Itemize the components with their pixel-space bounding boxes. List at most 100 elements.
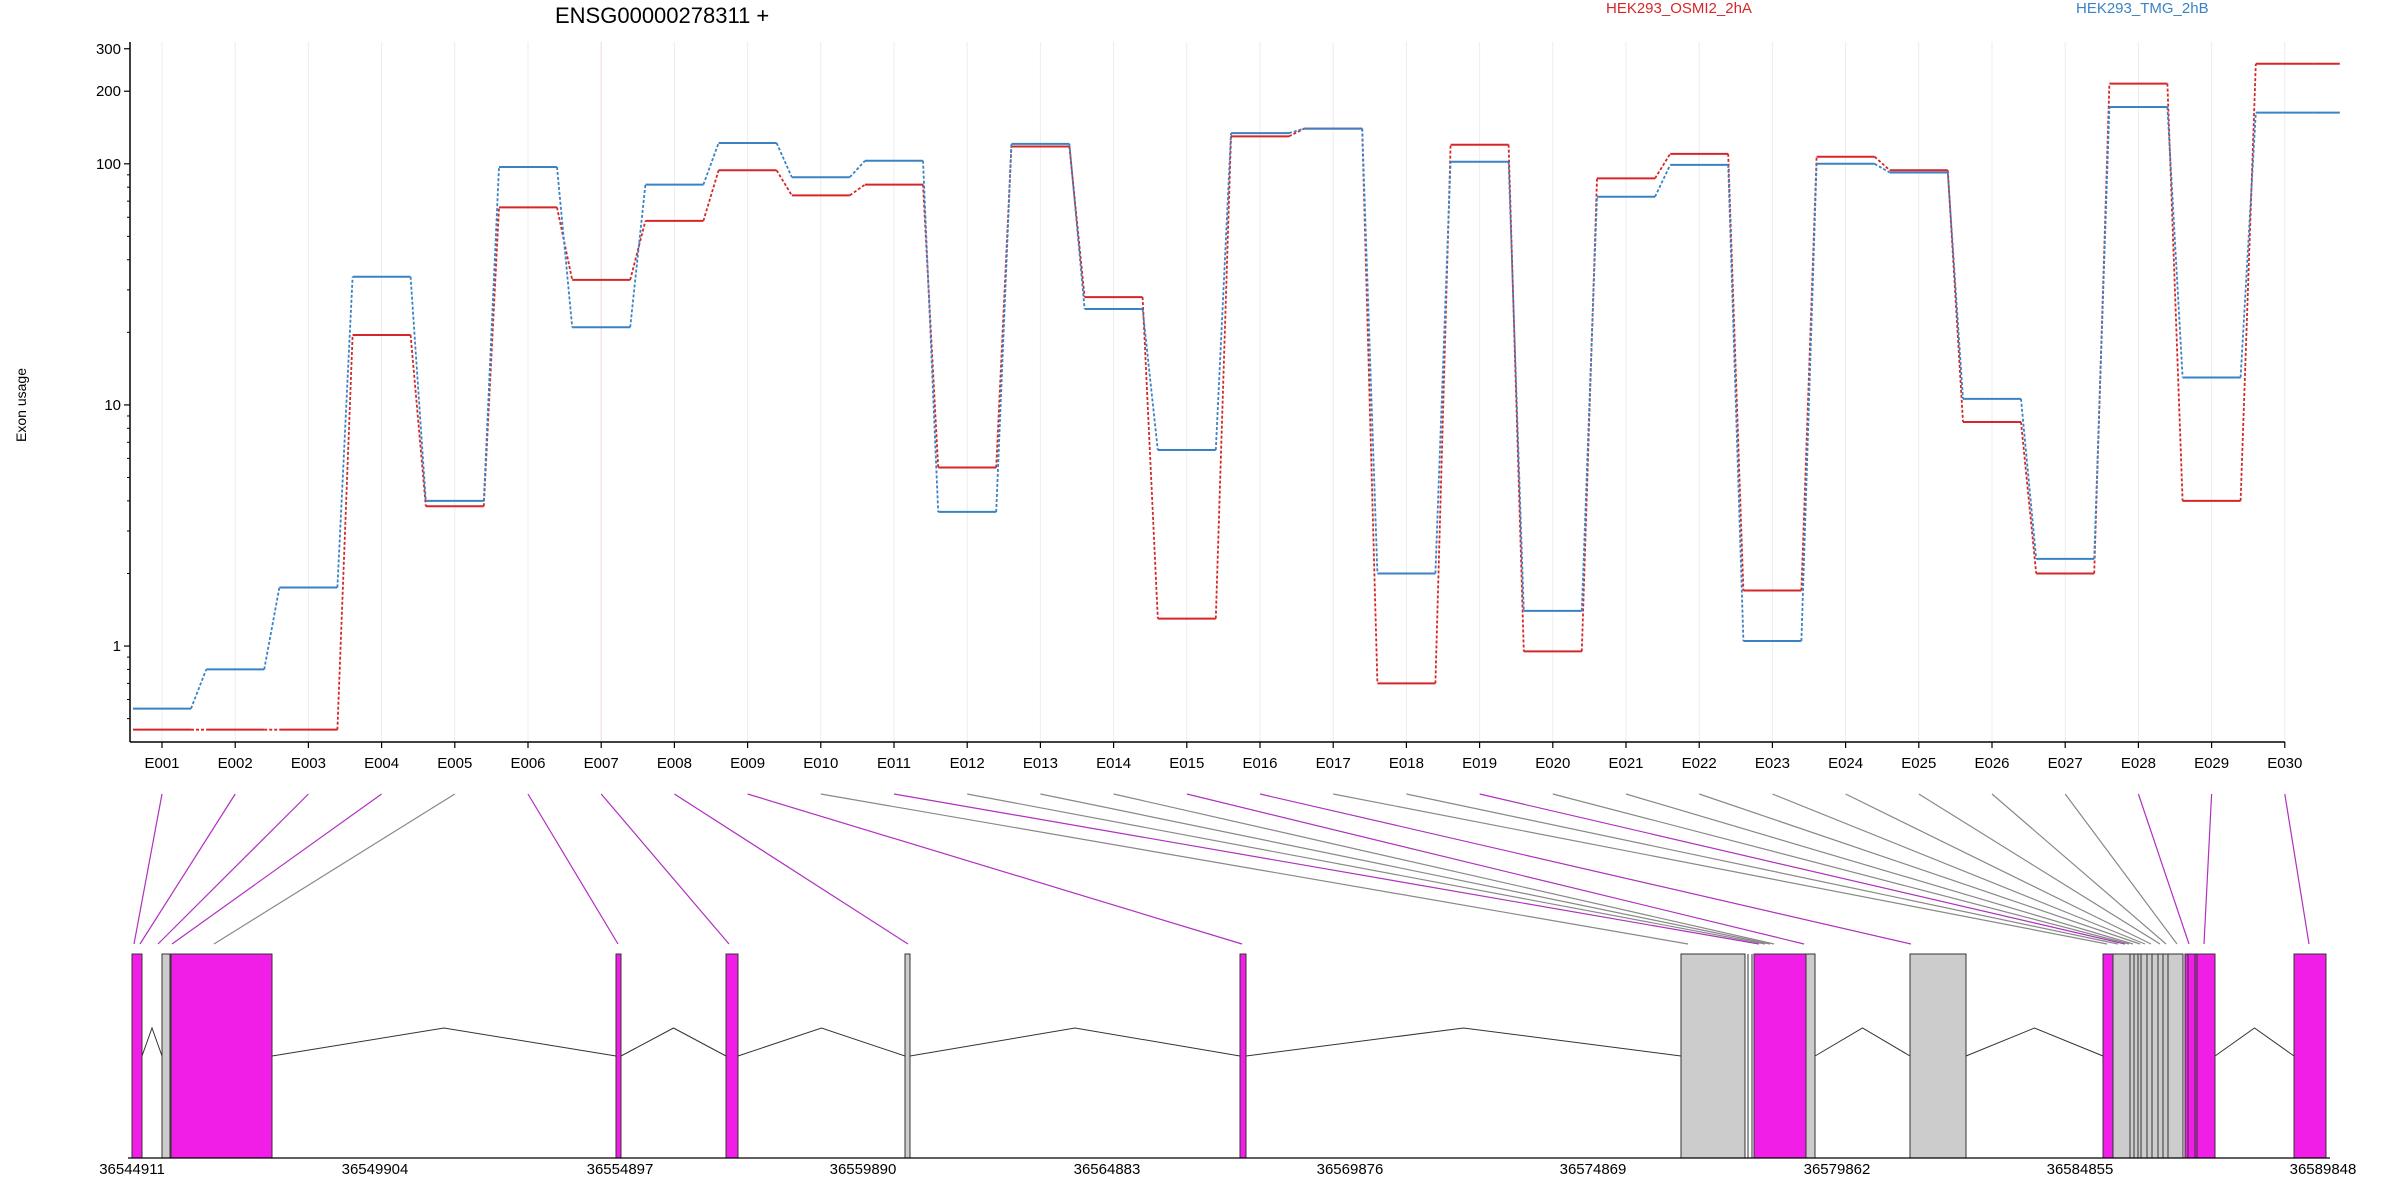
- intron-line: [1965, 1027, 2104, 1057]
- genome-tick-label: 36584855: [2047, 1161, 2114, 1178]
- series-b: [133, 106, 2340, 710]
- exon-block: [2112, 953, 2184, 1159]
- x-tick-label: E011: [877, 755, 911, 772]
- series-connector: [775, 169, 793, 196]
- exon-connector: [1625, 793, 2134, 945]
- exon-connector: [1186, 793, 1805, 945]
- x-tick-label: E010: [803, 755, 838, 772]
- x-tick-label: E025: [1901, 755, 1936, 772]
- x-tick-label: E023: [1755, 755, 1790, 772]
- exon-connector: [1113, 793, 1775, 945]
- x-tick-label: E015: [1169, 755, 1204, 772]
- x-tick-label: E008: [657, 755, 692, 772]
- exon-block: [904, 953, 911, 1159]
- exon-connector: [1406, 793, 2119, 945]
- y-tick-label: 1: [113, 638, 121, 655]
- gene-model-track: 36544911 36549904 36554897 36559890 36564883…: [99, 793, 2357, 1178]
- exon-connector: [1772, 793, 2146, 945]
- exon-block: [2194, 953, 2216, 1159]
- intron-line: [1245, 1027, 1682, 1057]
- series-connector: [1874, 156, 1891, 171]
- exon-block: [615, 953, 622, 1159]
- series-connector: [336, 276, 354, 588]
- series-connector: [2239, 112, 2257, 378]
- series-connector: [629, 184, 647, 328]
- intron-line: [909, 1027, 1241, 1057]
- exon-connector: [1845, 793, 2152, 945]
- intron-line: [2214, 1027, 2295, 1057]
- x-tick-label: E029: [2194, 755, 2229, 772]
- series-connector: [1068, 143, 1086, 310]
- x-tick-label: E020: [1535, 755, 1570, 772]
- exon-block: [1680, 953, 1746, 1159]
- series-a: [133, 62, 2340, 731]
- x-tick-label: E006: [510, 755, 545, 772]
- exon-block: [170, 953, 273, 1159]
- genome-tick-label: 36544911: [99, 1161, 165, 1178]
- exon-connector: [893, 793, 1760, 945]
- legend-label-b: HEK293_TMG_2hB: [2076, 0, 2209, 17]
- y-axis-label: Exon usage: [13, 368, 29, 442]
- exon-connector: [1552, 793, 2130, 945]
- series-connector: [1141, 297, 1159, 619]
- exon-connector: [157, 793, 309, 945]
- series-connector: [849, 160, 866, 178]
- exon-connector: [1333, 793, 2108, 945]
- exon-connector: [171, 793, 382, 945]
- series-connector: [1654, 164, 1672, 198]
- series-connector: [1288, 127, 1305, 138]
- genome-tick-label: 36564883: [1074, 1161, 1141, 1178]
- x-tick-label: E003: [291, 755, 326, 772]
- genome-tick-label: 36559890: [830, 1161, 897, 1178]
- x-tick-label: E030: [2267, 755, 2302, 772]
- x-tick-label: E018: [1389, 755, 1424, 772]
- genome-tick-label: 36574869: [1560, 1161, 1627, 1178]
- series-connector: [1654, 153, 1671, 179]
- exon-block: [725, 953, 739, 1159]
- exon-connector: [1479, 793, 2126, 945]
- series-connector: [1800, 163, 1818, 641]
- series-connector: [482, 207, 500, 507]
- series-connector: [995, 143, 1013, 512]
- intron-line: [1814, 1027, 1911, 1057]
- series-connector: [1727, 164, 1745, 641]
- exon-connector: [1040, 793, 1771, 945]
- genome-tick-label: 36579862: [1804, 1161, 1871, 1178]
- y-tick-label: 10: [104, 397, 121, 414]
- series-connector: [775, 142, 793, 178]
- series-connector: [1288, 127, 1305, 135]
- exon-connector: [2137, 793, 2190, 945]
- exon-block: [131, 953, 143, 1159]
- x-tick-label: E016: [1242, 755, 1277, 772]
- series-connector: [1874, 163, 1891, 174]
- series-connector: [849, 183, 866, 197]
- series-connector: [556, 166, 574, 328]
- exon-block: [161, 953, 171, 1159]
- x-tick-label: E027: [2048, 755, 2083, 772]
- series-connector: [1580, 196, 1598, 611]
- y-tick-label: 200: [96, 83, 121, 100]
- exon-block: [2184, 953, 2196, 1159]
- exon-connector: [1991, 793, 2167, 945]
- x-tick-label: E005: [437, 755, 472, 772]
- exon-block: [1805, 953, 1816, 1159]
- exon-connector: [1259, 793, 1912, 945]
- series-connector: [922, 160, 940, 512]
- exon-block: [2293, 953, 2327, 1159]
- series-connector: [702, 142, 720, 185]
- intron-line: [141, 1026, 163, 1057]
- genome-tick-label: 36569876: [1317, 1161, 1384, 1178]
- series-connector: [2020, 421, 2038, 574]
- genome-tick-label: 36549904: [342, 1161, 409, 1178]
- x-tick-label: E012: [950, 755, 985, 772]
- x-tick-label: E026: [1974, 755, 2009, 772]
- exon-block: [1239, 953, 1247, 1159]
- intron-line: [271, 1027, 617, 1057]
- x-tick-label: E028: [2121, 755, 2156, 772]
- exon-connector: [2203, 793, 2213, 945]
- legend-label-a: HEK293_OSMI2_2hA: [1606, 0, 1752, 17]
- genome-tick-label: 36589848: [2290, 1161, 2357, 1178]
- exon-connector: [967, 793, 1766, 945]
- exon-connector: [2284, 793, 2310, 945]
- exon-connector: [747, 793, 1243, 945]
